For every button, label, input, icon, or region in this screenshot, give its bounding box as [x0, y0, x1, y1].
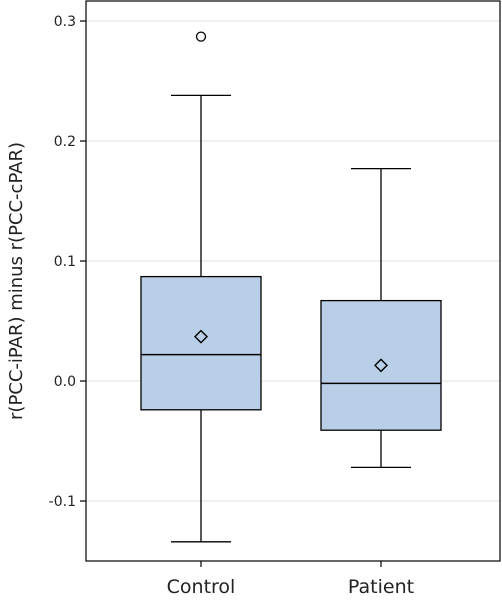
plot-frame	[85, 0, 501, 562]
y-tick-label: 0.0	[54, 374, 76, 390]
x-category-label: Patient	[348, 576, 414, 598]
y-tick-label: 0.1	[54, 254, 76, 270]
y-axis-ticks: 0.3 0.2 0.1 0.0 -0.1	[49, 14, 86, 510]
box-group-control	[140, 31, 262, 543]
x-category-label: Control	[167, 576, 236, 598]
boxes	[140, 31, 442, 543]
iqr-box	[140, 275, 262, 411]
mean-marker	[374, 358, 388, 373]
x-axis-categories: Control Patient	[167, 561, 414, 598]
outlier-point	[195, 31, 207, 42]
y-tick-label: -0.1	[49, 494, 76, 510]
y-tick-label: 0.3	[54, 14, 76, 30]
y-axis-title: r(PCC-iPAR) minus r(PCC-cPAR)	[6, 142, 27, 420]
mean-marker	[194, 329, 208, 344]
y-tick-label: 0.2	[54, 134, 76, 150]
iqr-box	[320, 299, 442, 431]
box-group-patient	[320, 167, 442, 469]
